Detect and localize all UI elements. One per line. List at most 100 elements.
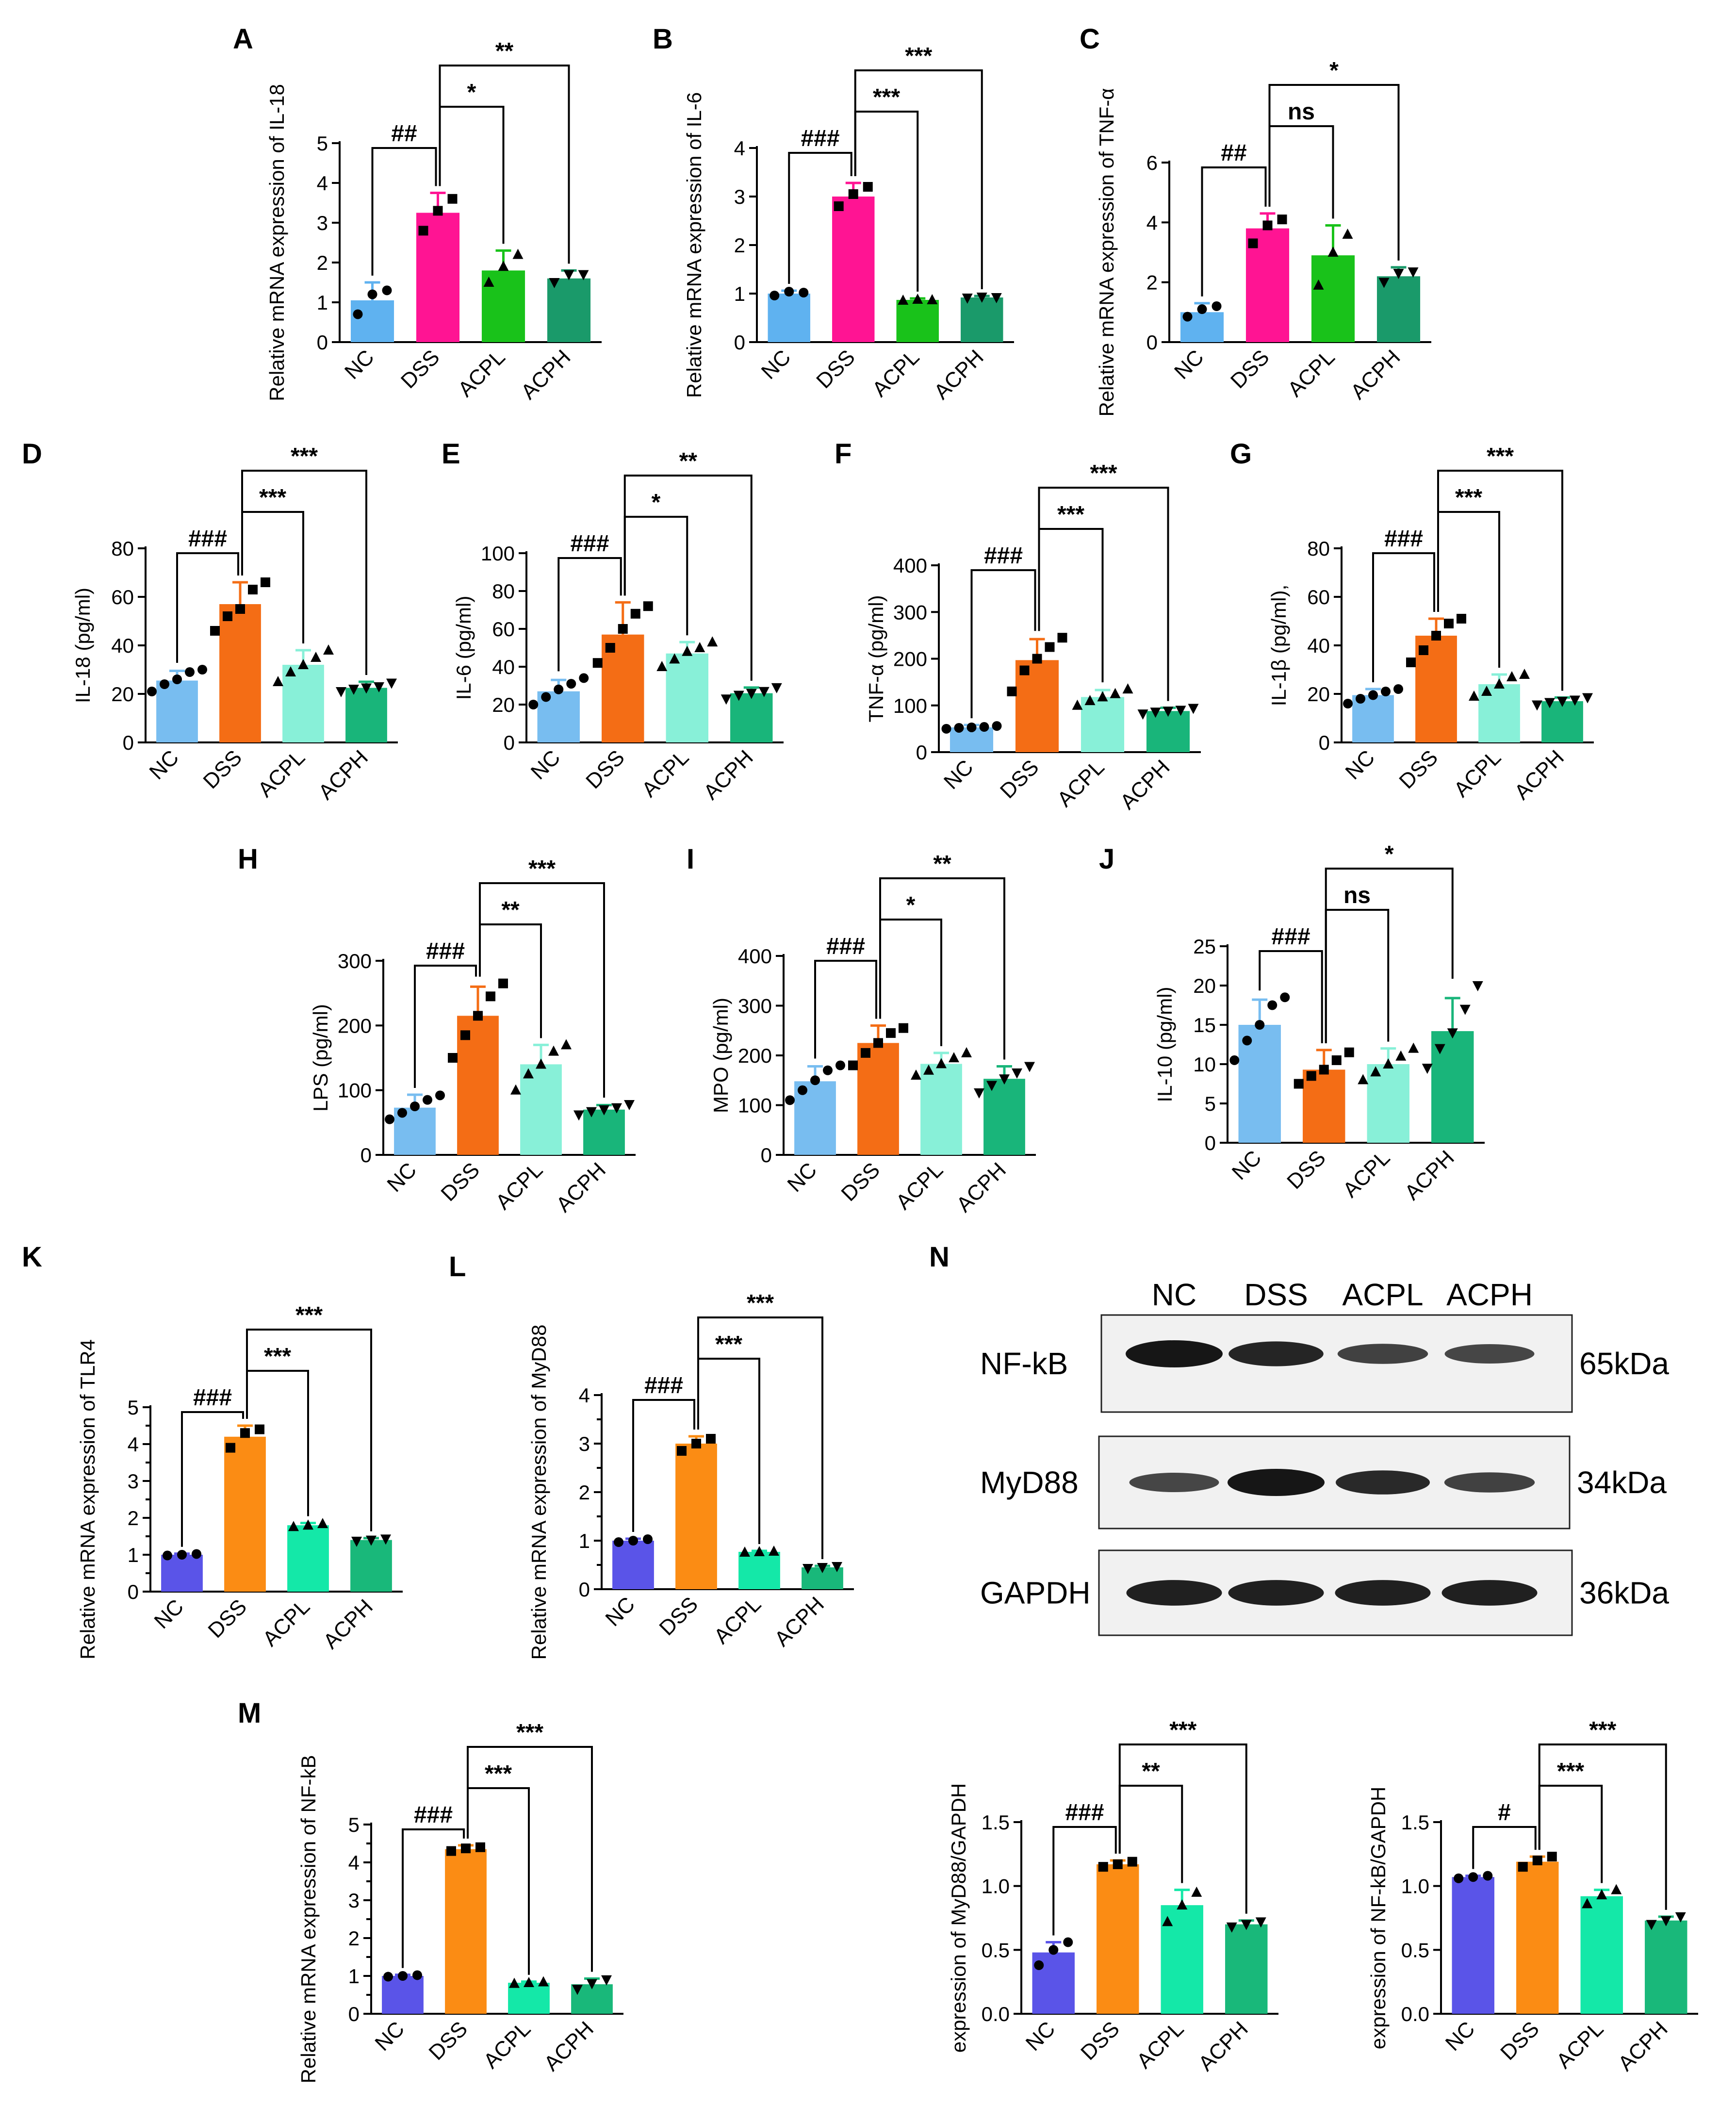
y-tick-label: 0.0 [982,2003,1010,2025]
data-point [323,644,334,655]
data-point [966,722,977,732]
y-tick-label: 1.0 [982,1875,1010,1898]
significance-bracket [879,877,1005,1060]
data-point [579,673,589,683]
data-point [483,277,494,287]
x-tick-label: DSS [1076,2017,1124,2065]
data-point [572,1985,583,1995]
blot-column-label: DSS [1244,1277,1308,1312]
x-tick-label: NC [382,1158,421,1197]
x-tick-label: ACPH [540,2017,598,2075]
data-point [412,1970,422,1980]
chart-panel-k: K 0 1 2 3 4 5 Relative mRNA expression of TLR4 N… [22,1241,403,1660]
data-point [799,288,809,297]
y-axis-label: Relative mRNA expression of MyD88 [527,1325,550,1660]
y-tick-label: 40 [1307,634,1330,657]
x-tick-label: ACPL [454,345,510,401]
data-point [1457,614,1466,624]
data-point [1267,1000,1277,1010]
data-point [475,1842,485,1852]
x-tick-label: ACPH [1115,755,1174,814]
y-tick-label: 4 [128,1433,139,1456]
data-point [936,1058,947,1069]
significance-label: *** [1090,460,1117,486]
significance-label: *** [715,1332,742,1357]
x-tick-label: ACPH [314,745,373,804]
data-point [382,285,392,296]
data-point [1262,220,1273,230]
data-point [1472,981,1483,991]
x-tick-label: NC [370,2017,409,2056]
data-point [374,682,384,692]
data-point [509,1977,520,1988]
data-point [863,182,873,192]
significance-label: ns [1343,883,1371,908]
data-point [1370,1066,1381,1077]
significance-label: ### [426,938,465,964]
x-tick-label: DSS [203,1595,251,1643]
data-point [611,1103,622,1114]
data-point [1048,1945,1059,1955]
significance-label: ns [1288,99,1315,125]
x-tick-label: ACPL [1552,2017,1608,2073]
blot-row-label: NF-kB [980,1346,1068,1381]
significance-bracket [1268,125,1334,219]
x-tick-label: ACPL [709,1592,766,1648]
data-point [643,1534,653,1544]
x-tick-label: ACPH [1346,345,1405,404]
data-point [962,294,973,304]
data-point [1255,1917,1266,1928]
y-tick-label: 80 [1307,537,1330,560]
bar-nc [768,294,810,342]
y-tick-label: 80 [492,580,515,603]
significance-bracket [1325,868,1454,1043]
data-point [1242,1036,1252,1046]
data-point [1570,695,1580,706]
data-point [446,1846,456,1856]
data-point [927,294,938,304]
data-point [656,661,668,671]
significance-bracket [246,1329,372,1531]
x-tick-label: ACPL [1053,755,1109,811]
data-point [1045,642,1055,652]
bar-dss [1015,660,1059,752]
data-point [592,658,603,668]
blot-band [1228,1580,1324,1606]
bar-dss [1097,1864,1139,2014]
data-point [1518,1862,1528,1872]
y-tick-label: 6 [1146,151,1158,174]
data-point [643,601,653,611]
data-point [510,1084,521,1095]
significance-bracket [1325,909,1390,1043]
y-tick-label: 2 [348,1927,360,1950]
data-point [486,991,495,1002]
data-point [1454,1873,1464,1883]
data-point [261,577,270,587]
x-tick-label: DSS [996,755,1044,803]
data-point [1469,691,1479,701]
significance-label: *** [1487,444,1514,469]
significance-label: ### [801,126,839,151]
x-tick-label: NC [1341,745,1379,784]
data-point [1532,700,1542,711]
data-point [832,1562,842,1572]
data-point [624,1100,635,1110]
blot-size-label: 65kDa [1579,1346,1669,1381]
data-point [1248,238,1258,248]
data-point [1313,279,1324,290]
data-point [288,1521,299,1531]
significance-bracket [414,965,477,1088]
data-point [1646,1920,1657,1930]
significance-label: *** [516,1720,543,1745]
significance-bracket [1201,166,1267,296]
data-point [601,1975,612,1986]
data-point [1182,312,1193,322]
y-tick-label: 0.5 [1401,1939,1429,1961]
data-point [1547,1852,1557,1862]
y-tick-label: 1.5 [1401,1811,1429,1834]
data-point [1150,707,1161,718]
bar-nc [1452,1877,1494,2014]
x-tick-label: ACPH [1194,2017,1253,2075]
data-point [298,659,309,669]
data-point [226,1443,235,1453]
